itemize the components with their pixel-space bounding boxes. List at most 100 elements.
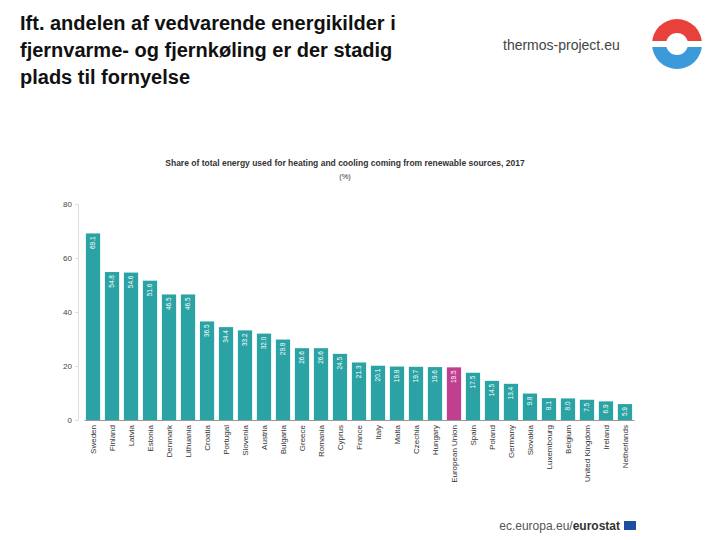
data-label: 32.0: [260, 336, 267, 349]
heading-line: plads til fornyelse: [20, 66, 190, 88]
bar: [371, 366, 385, 420]
data-label: 14.5: [488, 383, 495, 396]
bar: [143, 281, 157, 420]
x-tick: Bulgaria: [279, 424, 288, 454]
x-tick: European Union: [450, 425, 459, 483]
y-tick-mark: [75, 312, 78, 313]
x-tick-label: United Kingdom: [583, 425, 592, 482]
x-tick: Germany: [507, 425, 516, 458]
x-tick-label: Sweden: [89, 425, 98, 454]
x-tick-label: Slovakia: [526, 424, 535, 455]
x-tick: France: [355, 424, 364, 449]
data-label: 29.8: [279, 342, 286, 355]
bar: [105, 272, 119, 420]
logo-center: [666, 33, 688, 55]
x-tick-label: Lithuania: [184, 424, 193, 457]
x-tick-label: Austria: [260, 424, 269, 449]
x-tick: Ireland: [602, 425, 611, 449]
data-label: 13.4: [507, 386, 514, 399]
x-tick: Austria: [260, 424, 269, 449]
x-tick: Slovenia: [241, 424, 250, 455]
x-tick-label: Denmark: [165, 424, 174, 457]
source: thermos-project.eu: [503, 37, 620, 53]
bar: [181, 294, 195, 420]
bar: [124, 273, 138, 420]
data-label: 46.5: [184, 297, 191, 310]
bar: [561, 398, 575, 420]
data-label: 26.6: [298, 351, 305, 364]
data-label: 34.4: [222, 330, 229, 343]
data-label: 24.5: [336, 356, 343, 369]
bars: [86, 233, 632, 420]
x-tick-label: Italy: [374, 425, 383, 440]
footer-brand: eurostat: [573, 519, 620, 533]
x-tick: Poland: [488, 425, 497, 450]
bar: [504, 384, 518, 420]
data-label: 19.8: [393, 369, 400, 382]
x-tick-label: Slovenia: [241, 424, 250, 455]
bar: [618, 404, 632, 420]
y-tick-label: 80: [63, 200, 72, 209]
y-tick-label: 40: [63, 308, 72, 317]
x-tick-label: European Union: [450, 425, 459, 483]
y-tick: 40: [63, 308, 78, 317]
data-label: 36.5: [203, 324, 210, 337]
data-label: 20.1: [374, 368, 381, 381]
bar: [409, 367, 423, 420]
bar: [162, 294, 176, 420]
x-tick: Croatia: [203, 424, 212, 450]
y-tick-label: 20: [63, 362, 72, 371]
data-label: 7.5: [583, 402, 590, 411]
y-tick: 80: [63, 200, 78, 209]
data-label: 19.7: [412, 369, 419, 382]
bar: [352, 362, 366, 420]
y-tick-mark: [75, 366, 78, 367]
bar: [200, 321, 214, 420]
x-axis-line: [85, 420, 635, 421]
x-tick-label: Poland: [488, 425, 497, 450]
data-labels: 69.154.854.651.646.546.536.534.433.232.0…: [89, 236, 628, 416]
x-tick: Latvia: [127, 424, 136, 446]
x-tick-label: Greece: [298, 424, 307, 451]
bar: [428, 367, 442, 420]
bar: [276, 340, 290, 420]
x-tick-label: Ireland: [602, 425, 611, 449]
y-tick-mark: [75, 420, 78, 421]
heading-line: Ift. andelen af vedvarende energikilder …: [20, 12, 396, 34]
bar: [523, 394, 537, 420]
x-tick-label: Belgium: [564, 425, 573, 454]
data-label: 19.6: [431, 370, 438, 383]
bar: [466, 373, 480, 420]
y-tick-mark: [75, 258, 78, 259]
x-tick-label: Romania: [317, 424, 326, 457]
y-tick-label: 0: [68, 416, 73, 425]
x-tick: Lithuania: [184, 424, 193, 457]
x-tick: Finland: [108, 425, 117, 451]
x-tick-label: Portugal: [222, 425, 231, 455]
data-label: 21.3: [355, 365, 362, 378]
eu-flag: [624, 521, 636, 530]
bar: [219, 327, 233, 420]
x-axis: Sweden Finland Latvia Estonia Denmark Lithuan…: [85, 421, 635, 483]
x-tick: Italy: [374, 425, 383, 440]
x-tick-label: Cyprus: [336, 425, 345, 450]
x-tick-label: Finland: [108, 425, 117, 451]
bar: [86, 233, 100, 420]
x-tick-label: Germany: [507, 425, 516, 458]
x-tick: Hungary: [431, 425, 440, 455]
bar: [295, 348, 309, 420]
x-tick: Sweden: [89, 425, 98, 454]
x-tick: Estonia: [146, 424, 155, 451]
x-tick-label: Czechia: [412, 424, 421, 453]
x-tick: Czechia: [412, 424, 421, 453]
bar: [485, 381, 499, 420]
bar: [599, 401, 613, 420]
y-tick: 20: [63, 362, 78, 371]
data-label: 5.9: [621, 407, 628, 416]
data-label: 9.8: [526, 396, 533, 405]
y-tick: 60: [63, 254, 78, 263]
logo: [651, 19, 703, 69]
data-label: 33.2: [241, 333, 248, 346]
data-label: 26.6: [317, 351, 324, 364]
x-tick: Slovakia: [526, 424, 535, 455]
